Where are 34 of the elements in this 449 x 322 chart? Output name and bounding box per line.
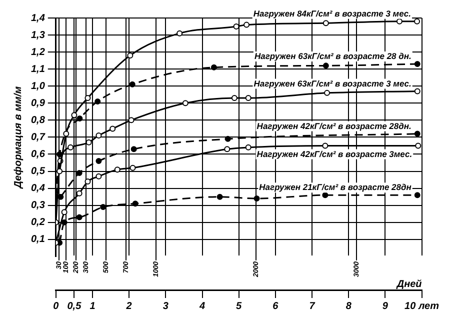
y-tick-label: 0,1	[30, 234, 46, 246]
y-tick-label: 0,6	[30, 148, 46, 160]
x-tick-label: 10 лет	[404, 300, 440, 312]
x-tick-label: 8	[346, 300, 352, 312]
y-tick-label: 0,2	[30, 217, 46, 228]
series-label: Нагружен 63кГ/см² в возрасте 28 дн.	[254, 51, 412, 62]
y-tick-label: 1,4	[30, 12, 46, 24]
y-tick-label: 0,8	[30, 114, 46, 126]
series-label: Нагружен 42кГ/см² в возрасте 28дн.	[256, 120, 412, 131]
x-tick-label: 4	[198, 300, 206, 312]
series-label: Нагружен 42кГ/см² в возрасте 3мес.	[256, 148, 412, 159]
y-tick-label: 1,2	[30, 46, 46, 58]
y-tick-label: 0,7	[30, 132, 46, 143]
x-tick-label: 9	[382, 300, 388, 312]
series-label: Нагружен 63кГ/см² в возрасте 3 мес.	[254, 78, 412, 88]
x-tick-label: 5	[236, 300, 242, 312]
y-tick-label: 0,3	[30, 200, 46, 212]
series-label: Нагружен 84кГ/см² в возрасте 3 мес.	[253, 8, 412, 18]
x-tick-label: 1	[90, 300, 96, 312]
x-tick-label: 0,5	[67, 300, 82, 312]
y-tick-label: 0,4	[30, 183, 46, 194]
series-label: Нагружен 21кГ/см² в возрасте 28дн	[259, 182, 412, 192]
y-tick-label: 0,5	[30, 166, 46, 178]
x-tick-label: 6	[272, 300, 279, 312]
y-axis-title: Деформация в мм/м	[12, 86, 24, 190]
x-tick-label: 0	[53, 300, 60, 312]
x-tick-label: 7	[309, 300, 316, 312]
x2-axis-title: Дней	[396, 278, 422, 290]
y-tick-label: 1,1	[30, 64, 46, 75]
y-tick-label: 0,9	[30, 98, 46, 109]
x-tick-label: 2	[125, 300, 132, 312]
x-tick-label: 3	[162, 300, 169, 312]
y-tick-label: 1,3	[30, 30, 46, 41]
y-tick-label: 1,0	[30, 80, 46, 92]
